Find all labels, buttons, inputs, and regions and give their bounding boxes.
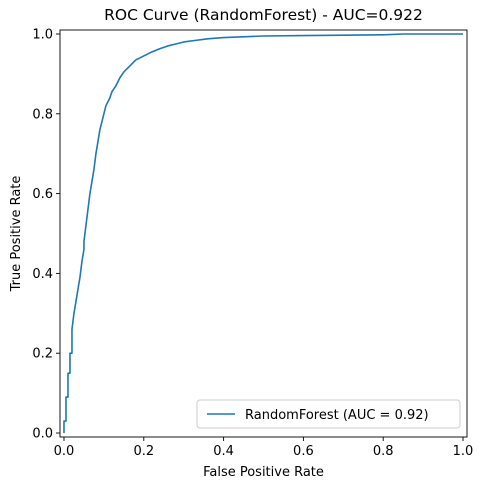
axis-ticks: 0.0 0.2 0.4 0.6 0.8 1.0 0.0 0.2 0.4 0.6 0.8 1.0: [32, 27, 473, 459]
y-tick-label: 1.0: [32, 27, 53, 42]
x-tick-label: 0.8: [373, 444, 394, 459]
x-axis-label: False Positive Rate: [203, 465, 324, 480]
x-tick-label: 0.4: [213, 444, 234, 459]
y-tick-label: 0.2: [32, 347, 53, 362]
plot-area: [63, 33, 464, 434]
legend: RandomForest (AUC = 0.92): [196, 399, 461, 429]
y-tick-label: 0.4: [32, 267, 53, 282]
chart-title: ROC Curve (RandomForest) - AUC=0.922: [104, 6, 423, 24]
legend-box: [196, 399, 461, 429]
x-tick-label: 0.2: [133, 444, 154, 459]
x-tick-label: 0.0: [54, 444, 75, 459]
series-line-0: [63, 33, 464, 434]
x-tick-label: 0.6: [293, 444, 314, 459]
plot-frame: [59, 29, 468, 438]
x-tick-label: 1.0: [453, 444, 474, 459]
legend-label-randomforest: RandomForest (AUC = 0.92): [245, 408, 429, 423]
y-tick-label: 0.8: [32, 107, 53, 122]
y-tick-label: 0.0: [32, 427, 53, 442]
y-axis-label: True Positive Rate: [9, 176, 24, 293]
y-tick-label: 0.6: [32, 187, 53, 202]
